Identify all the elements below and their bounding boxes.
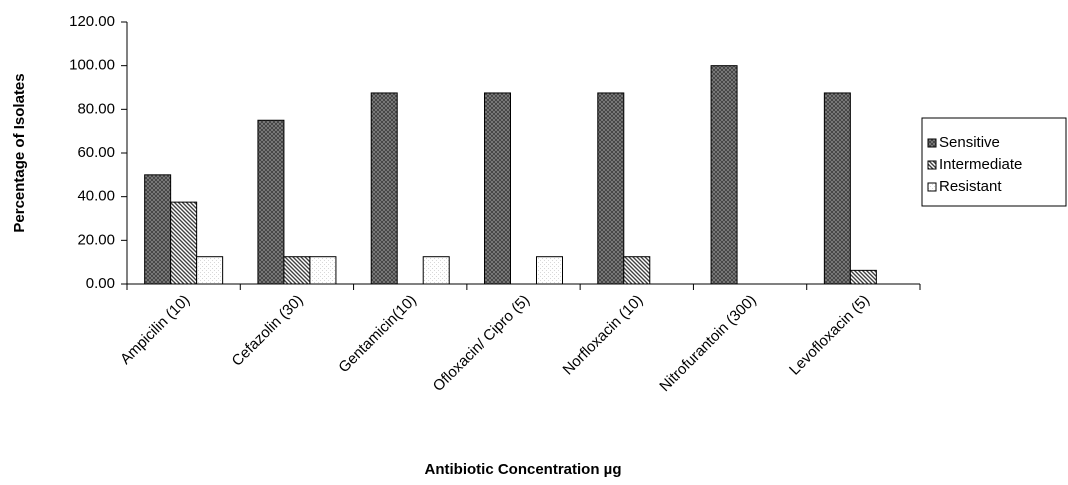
bar xyxy=(484,92,511,285)
legend-swatch xyxy=(927,160,937,170)
legend-box xyxy=(921,117,1067,207)
x-tick-label: Cefazolin (30) xyxy=(229,292,307,370)
y-tick-label: 40.00 xyxy=(77,188,115,205)
bar xyxy=(710,65,738,285)
y-tick-label: 0.00 xyxy=(86,275,115,292)
legend-swatch xyxy=(927,182,937,192)
x-tick-label: Norfloxacin (10) xyxy=(560,292,647,379)
bar xyxy=(422,256,450,285)
bar xyxy=(823,92,851,285)
bar xyxy=(170,201,198,285)
y-tick-label: 20.00 xyxy=(77,231,115,248)
bar xyxy=(597,92,625,285)
bar xyxy=(536,256,563,285)
x-axis-title: Antibiotic Concentration µg xyxy=(425,461,622,478)
bar xyxy=(623,256,651,285)
x-tick-label: Levofloxacin (5) xyxy=(786,292,873,379)
y-axis-title: Percentage of Isolates xyxy=(11,73,28,232)
legend-label: Intermediate xyxy=(939,156,1022,173)
x-tick-label: Nitrofurantoin (300) xyxy=(656,292,759,395)
y-tick-label: 80.00 xyxy=(77,100,115,117)
bar xyxy=(257,119,285,285)
y-tick-label: 60.00 xyxy=(77,144,115,161)
bar xyxy=(370,92,398,285)
bar xyxy=(309,256,337,285)
bar xyxy=(144,174,172,285)
legend-label: Sensitive xyxy=(939,134,1000,151)
legend-swatch xyxy=(927,138,937,148)
x-tick-label: Ofloxacin/ Cipro (5) xyxy=(430,292,533,395)
legend-label: Resistant xyxy=(939,178,1002,195)
bar xyxy=(196,256,224,285)
x-tick-label: Ampicilin (10) xyxy=(117,292,193,368)
bar xyxy=(849,269,877,285)
y-tick-label: 100.00 xyxy=(69,57,115,74)
bar xyxy=(283,256,311,285)
x-tick-label: Gentamicin(10) xyxy=(335,292,420,377)
y-tick-label: 120.00 xyxy=(69,13,115,30)
